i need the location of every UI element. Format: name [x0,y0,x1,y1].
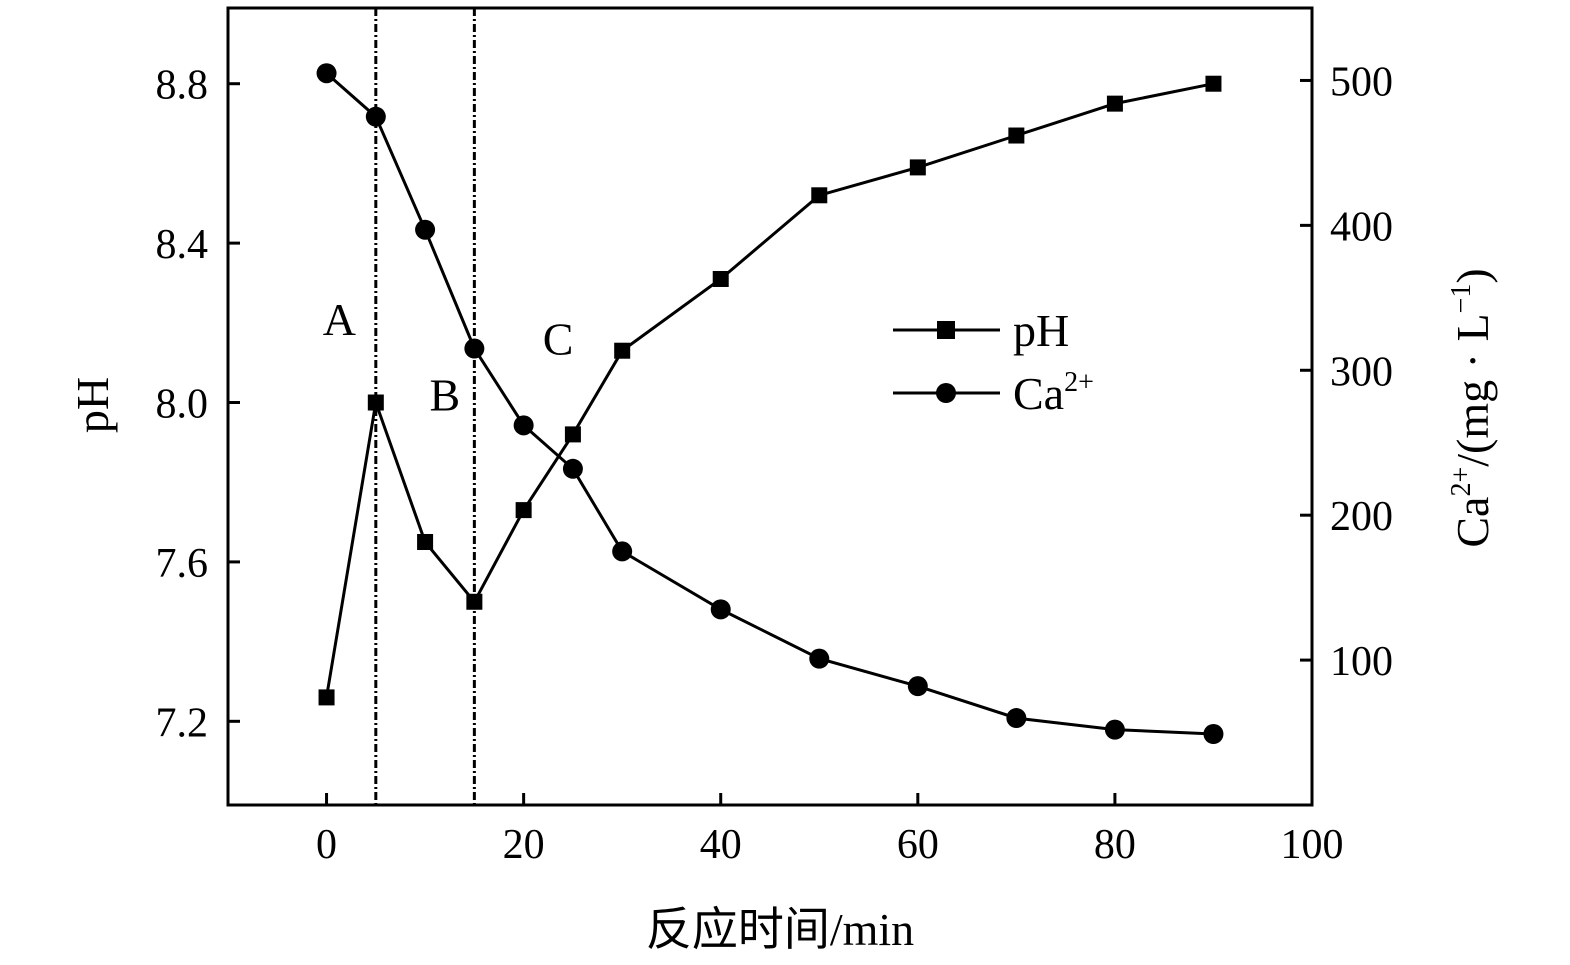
ca-point [513,415,534,436]
x-tick-label: 80 [1094,822,1136,868]
ca-point [907,676,928,697]
legend-label-ph: pH [1013,305,1069,356]
ph-point [712,270,729,287]
ph-point [417,533,434,550]
right-y-tick-label: 300 [1330,349,1393,395]
region-labels: A B C [323,294,574,421]
x-axis-title: 反应时间/min [646,904,914,955]
legend-marker-ph [937,321,955,339]
ca-point [1203,723,1224,744]
ph-point [318,689,335,706]
ph-point [1205,75,1222,92]
left-y-tick-label: 8.0 [156,382,209,428]
ph-point [515,502,532,519]
right-y-axis-title-base: Ca [1447,497,1498,548]
ca-point [464,338,485,359]
legend-label-ca-sup: 2+ [1064,367,1094,398]
right-y-axis-title-sup2: −1 [1446,284,1477,314]
ca-point [562,458,583,479]
right-y-tick-label: 500 [1330,59,1393,105]
ph-point [1106,95,1123,112]
x-tick-label: 20 [503,822,545,868]
region-label-c: C [543,314,574,365]
right-y-tick-label: 100 [1330,639,1393,685]
ph-point [466,593,483,610]
ph-point [909,159,926,176]
series-ca [316,63,1224,744]
ca-point [365,106,386,127]
ph-point [614,342,631,359]
right-y-axis-title-sup: 2+ [1446,467,1477,497]
x-axis-ticks: 0 20 40 60 80 100 [316,793,1344,868]
region-label-b: B [429,369,460,420]
left-y-axis-ticks: 7.2 7.6 8.0 8.4 8.8 [156,63,240,746]
right-y-axis-title: Ca2+/(mg · L−1) [1446,268,1498,547]
x-tick-label: 40 [700,822,742,868]
plot-border [226,6,1314,807]
left-y-tick-label: 8.4 [156,222,209,268]
ca-point [1104,719,1125,740]
ca-point [1006,708,1027,729]
ca-point [710,599,731,620]
series-ph [318,75,1222,706]
right-y-tick-label: 200 [1330,494,1393,540]
legend-marker-ca [936,383,956,403]
series-layer [316,63,1224,744]
legend-label-ca-base: Ca [1013,368,1064,419]
plot-frame [226,6,1314,807]
right-y-axis-ticks: 100 200 300 400 500 [1300,59,1393,685]
left-y-tick-label: 8.8 [156,63,209,109]
right-y-axis-title-close: ) [1447,268,1498,283]
x-tick-label: 100 [1281,822,1344,868]
ca-point [415,219,436,240]
region-divider-lines [374,8,476,805]
right-y-tick-label: 400 [1330,204,1393,250]
region-label-a: A [323,294,356,345]
left-y-tick-label: 7.2 [156,700,209,746]
ph-point [367,394,384,411]
left-y-tick-label: 7.6 [156,541,209,587]
ca-point [809,648,830,669]
x-tick-label: 60 [897,822,939,868]
ph-point [1008,127,1025,144]
legend-label-ca: Ca2+ [1013,367,1094,419]
ca-point [612,541,633,562]
x-tick-label: 0 [316,822,337,868]
legend: pH Ca2+ [893,305,1094,419]
left-y-axis-title: pH [67,377,118,433]
right-y-axis-title-rest: /(mg · L [1447,313,1498,466]
ph-point [811,187,828,204]
ph-point [564,426,581,443]
ca-point [316,63,337,84]
